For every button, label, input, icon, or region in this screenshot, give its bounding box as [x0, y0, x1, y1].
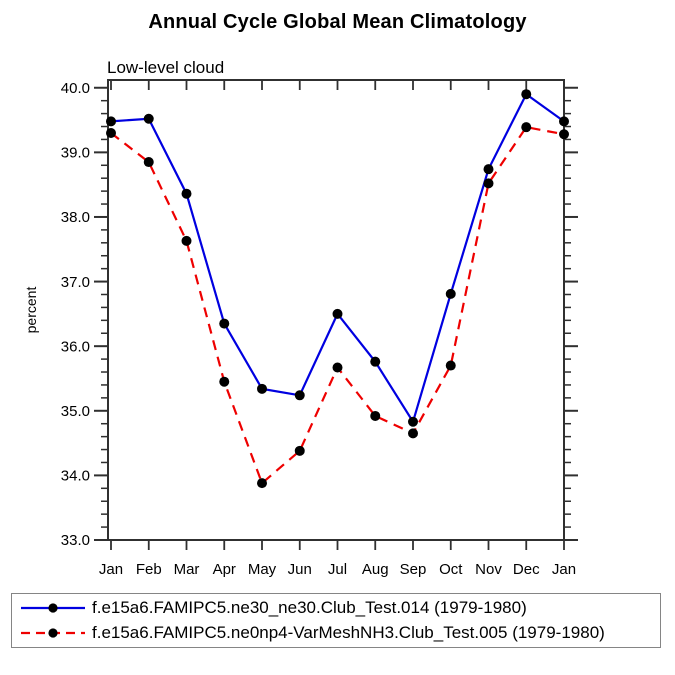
data-point-marker — [521, 122, 532, 133]
data-point-marker — [219, 318, 230, 329]
series-0-markers — [106, 89, 569, 427]
data-point-marker — [483, 178, 494, 189]
data-point-marker — [445, 360, 456, 371]
y-tick-label: 37.0 — [61, 274, 90, 291]
x-tick-label: Jun — [288, 561, 312, 578]
legend-label-1: f.e15a6.FAMIPC5.ne0np4-VarMeshNH3.Club_T… — [92, 623, 605, 643]
data-point-marker — [370, 356, 381, 367]
plot-frame — [107, 79, 565, 541]
x-tick-label: Dec — [513, 561, 540, 578]
legend-line-swatch-1 — [21, 628, 85, 638]
x-tick-label: Aug — [362, 561, 389, 578]
data-point-marker — [559, 129, 569, 140]
data-point-marker — [332, 308, 343, 319]
legend-line-swatch-0 — [21, 603, 85, 613]
y-tick-label: 33.0 — [61, 532, 90, 549]
x-axis-ticks: Jan Feb Mar Apr May Jun Jul Aug Sep Oct Nov Dec Jan — [99, 80, 576, 578]
legend-item-1: f.e15a6.FAMIPC5.ne0np4-VarMeshNH3.Club_T… — [12, 621, 660, 646]
series-0-line — [110, 92, 565, 425]
x-tick-label: Mar — [174, 561, 200, 578]
x-tick-label: Jul — [328, 561, 347, 578]
data-point-marker — [106, 116, 116, 127]
y-axis-minor-ticks — [101, 99, 571, 528]
x-tick-label: Jan — [552, 561, 576, 578]
data-point-marker — [445, 288, 456, 299]
x-tick-label: Apr — [213, 561, 236, 578]
y-tick-label: 39.0 — [61, 145, 90, 162]
y-tick-label: 38.0 — [61, 209, 90, 226]
data-point-marker — [143, 113, 154, 124]
data-point-marker — [219, 376, 230, 387]
legend-label-0: f.e15a6.FAMIPC5.ne30_ne30.Club_Test.014 … — [92, 597, 527, 617]
x-tick-label: Oct — [439, 561, 463, 578]
x-tick-label: May — [248, 561, 277, 578]
legend: f.e15a6.FAMIPC5.ne30_ne30.Club_Test.014 … — [11, 593, 661, 648]
data-point-marker — [332, 362, 343, 373]
data-point-marker — [521, 89, 532, 100]
y-axis-major-ticks: 33.0 34.0 35.0 36.0 37.0 38.0 39.0 40.0 — [61, 80, 578, 549]
data-point-marker — [294, 445, 305, 456]
y-tick-label: 36.0 — [61, 338, 90, 355]
data-point-marker — [257, 478, 267, 489]
data-point-marker — [181, 235, 192, 246]
y-axis-title: percent — [23, 287, 39, 334]
chart-subtitle: Low-level cloud — [107, 58, 225, 77]
data-point-marker — [408, 416, 418, 427]
data-point-marker — [559, 116, 569, 127]
x-tick-label: Nov — [475, 561, 502, 578]
chart-title: Annual Cycle Global Mean Climatology — [148, 11, 527, 33]
data-point-marker — [106, 127, 116, 138]
x-tick-label: Jan — [99, 561, 123, 578]
x-tick-label: Sep — [400, 561, 427, 578]
y-tick-label: 35.0 — [61, 403, 90, 420]
data-point-marker — [143, 157, 154, 168]
data-point-marker — [181, 188, 192, 199]
data-point-marker — [408, 428, 418, 439]
y-tick-label: 40.0 — [61, 80, 90, 97]
y-tick-label: 34.0 — [61, 468, 90, 485]
legend-item-0: f.e15a6.FAMIPC5.ne30_ne30.Club_Test.014 … — [12, 595, 660, 620]
data-point-marker — [294, 390, 305, 401]
series-1-markers — [106, 122, 569, 489]
x-tick-label: Feb — [136, 561, 162, 578]
data-point-marker — [257, 383, 267, 394]
data-point-marker — [370, 410, 381, 421]
data-point-marker — [483, 164, 494, 175]
